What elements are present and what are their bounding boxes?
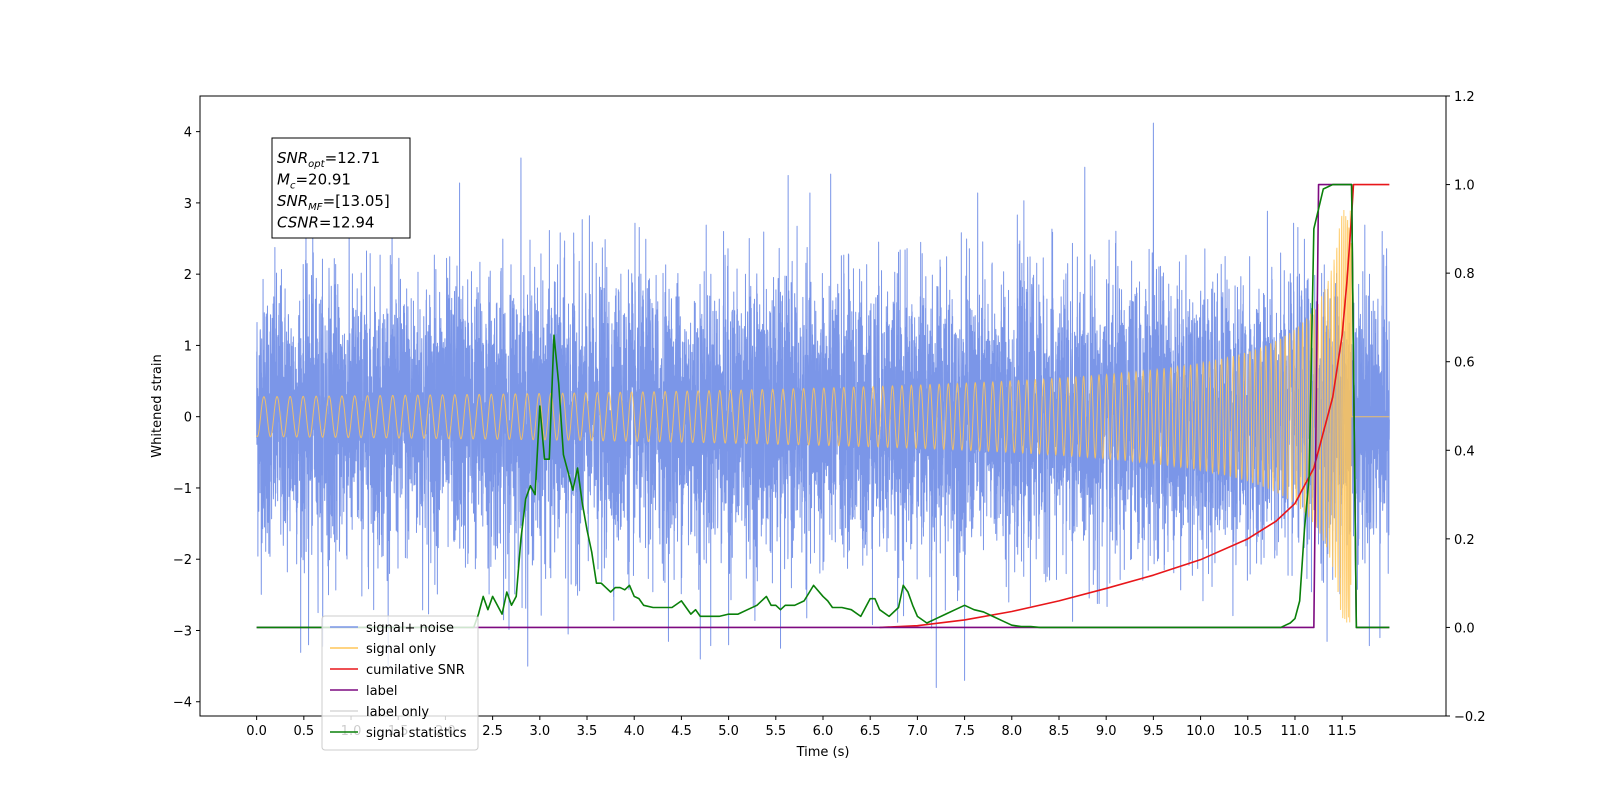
x-axis: 0.00.51.01.52.02.53.03.54.04.55.05.56.06… [246, 716, 1357, 739]
left-y-axis: 4 3 2 1 0 −1 −2 −3 −4 [173, 126, 200, 711]
legend: signal+ noise signal only cumilative SNR la… [321, 615, 479, 751]
legend-entry: signal only [366, 642, 436, 657]
x-tick-label: 0.0 [246, 724, 267, 739]
legend-entry: label [366, 684, 397, 699]
x-tick-label: 4.0 [624, 724, 645, 739]
left-y-tick-label: 4 [184, 126, 192, 141]
series-layer [256, 122, 1390, 688]
left-y-tick-label: −4 [173, 696, 192, 711]
legend-entry: label only [366, 705, 429, 720]
x-tick-label: 3.0 [529, 724, 550, 739]
series-signal-only [256, 210, 1390, 623]
left-y-tick-label: 3 [184, 197, 192, 212]
x-tick-label: 9.5 [1143, 724, 1164, 739]
right-y-tick-label: 0.2 [1454, 533, 1475, 548]
x-tick-label: 8.0 [1001, 724, 1022, 739]
right-y-tick-label: 1.0 [1454, 179, 1475, 194]
annotation-line: SNRopt=12.71 [277, 149, 380, 170]
left-y-tick-label: 0 [184, 411, 192, 426]
left-y-tick-label: 1 [184, 339, 192, 354]
y-axis-label: Whitened strain [150, 354, 165, 457]
x-tick-label: 2.5 [482, 724, 503, 739]
legend-entry: signal+ noise [366, 621, 454, 636]
legend-frame [321, 615, 479, 751]
x-tick-label: 7.0 [907, 724, 928, 739]
series-signal-statistics [256, 183, 1390, 629]
right-y-tick-label: 0.0 [1454, 621, 1475, 636]
legend-entry: cumilative SNR [366, 663, 465, 678]
x-tick-label: 4.5 [671, 724, 692, 739]
annotation-line: SNRMF=[13.05] [277, 192, 390, 213]
right-y-tick-label: 0.8 [1454, 267, 1475, 282]
legend-entry: signal statistics [366, 726, 467, 741]
x-tick-label: 10.5 [1233, 724, 1262, 739]
x-tick-label: 8.5 [1049, 724, 1070, 739]
right-y-tick-label: 1.2 [1454, 90, 1475, 105]
x-tick-label: 11.5 [1328, 724, 1357, 739]
x-tick-label: 6.0 [813, 724, 834, 739]
x-tick-label: 7.5 [954, 724, 975, 739]
right-y-tick-label: 0.6 [1454, 356, 1475, 371]
annotation-line: Mc=20.91 [277, 171, 351, 192]
left-y-tick-label: −2 [173, 553, 192, 568]
left-y-tick-label: −3 [173, 624, 192, 639]
x-tick-label: 9.0 [1096, 724, 1117, 739]
x-tick-label: 0.5 [293, 724, 314, 739]
right-y-tick-label: −0.2 [1454, 710, 1486, 725]
x-tick-label: 3.5 [577, 724, 598, 739]
left-y-tick-label: −1 [173, 482, 192, 497]
x-tick-label: 5.0 [718, 724, 739, 739]
annotation-line: CSNR=12.94 [277, 214, 374, 232]
metrics-annotation-box: SNRopt=12.71Mc=20.91SNRMF=[13.05]CSNR=12… [271, 137, 411, 239]
right-y-tick-label: 0.4 [1454, 444, 1475, 459]
x-tick-label: 10.0 [1186, 724, 1215, 739]
right-y-axis: 1.2 1.0 0.8 0.6 0.4 0.2 0.0 −0.2 [1446, 90, 1486, 725]
x-axis-label: Time (s) [796, 745, 850, 760]
left-y-tick-label: 2 [184, 268, 192, 283]
x-tick-label: 6.5 [860, 724, 881, 739]
annotation-frame [271, 137, 411, 239]
x-tick-label: 5.5 [765, 724, 786, 739]
series-signal-noise [256, 122, 1390, 688]
x-tick-label: 11.0 [1280, 724, 1309, 739]
